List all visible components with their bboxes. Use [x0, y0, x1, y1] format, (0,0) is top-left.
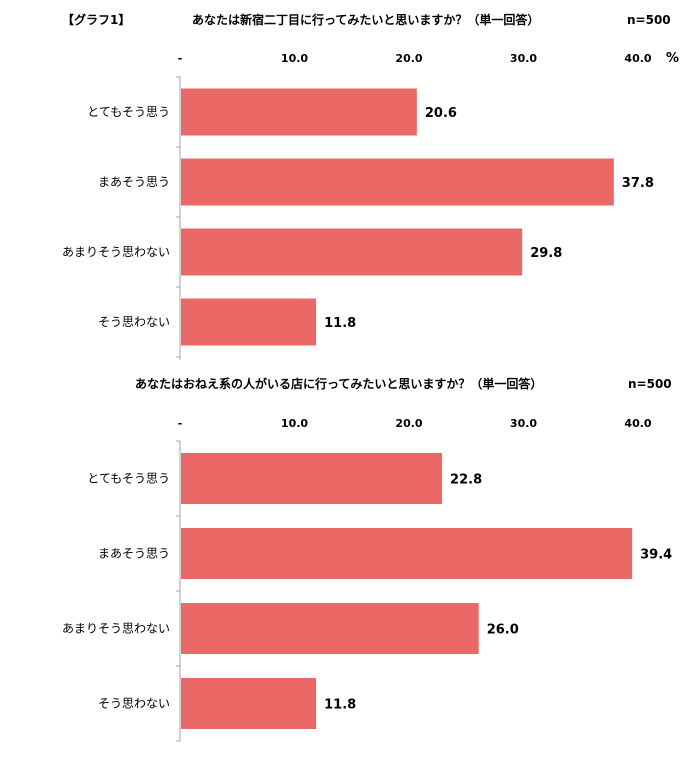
category-label: そう思わない [98, 697, 170, 711]
bar-chart-plot: - 10.0 20.0 30.0 40.0 とてもそう思う 22.8 まあそう思う 39.4 あま… [62, 417, 672, 742]
unit-label: % [666, 51, 680, 66]
chart-title: あなたは新宿二丁目に行ってみたいと思いますか？（単一回答） [192, 13, 540, 27]
category-label: そう思わない [98, 315, 170, 329]
bar [181, 298, 317, 346]
data-label: 11.8 [324, 698, 356, 713]
x-tick-label: 40.0 [624, 52, 651, 65]
bar [181, 528, 633, 579]
data-label: 26.0 [487, 623, 519, 638]
chart-1: 【グラフ1】 あなたは新宿二丁目に行ってみたいと思いますか？（単一回答） n=5… [62, 13, 680, 360]
bar [181, 228, 523, 276]
chart-title: あなたはおねえ系の人がいる店に行ってみたいと思いますか？（単一回答） [135, 377, 543, 391]
data-label: 11.8 [324, 316, 356, 331]
x-tick-label: 40.0 [624, 417, 651, 430]
x-tick-label: 10.0 [281, 417, 308, 430]
bar [181, 603, 479, 654]
category-label: まあそう思う [98, 547, 170, 561]
graph-label: 【グラフ1】 [62, 13, 131, 27]
category-label: とてもそう思う [87, 105, 170, 119]
chart-2: あなたはおねえ系の人がいる店に行ってみたいと思いますか？（単一回答） n=500… [0, 377, 700, 769]
x-tick-label: - [178, 52, 183, 65]
data-label: 22.8 [450, 473, 482, 488]
bar [181, 678, 317, 729]
x-tick-label: 20.0 [395, 52, 422, 65]
sample-size-label: n=500 [628, 377, 672, 391]
category-label: あまりそう思わない [62, 245, 170, 259]
x-tick-label: - [178, 417, 183, 430]
category-label: あまりそう思わない [62, 622, 170, 636]
bar [181, 158, 614, 206]
data-label: 39.4 [640, 548, 672, 563]
data-label: 37.8 [622, 176, 654, 191]
bar [181, 88, 417, 136]
x-tick-label: 30.0 [510, 52, 537, 65]
x-tick-label: 30.0 [510, 417, 537, 430]
data-label: 29.8 [530, 246, 562, 261]
category-label: とてもそう思う [87, 472, 170, 486]
sample-size-label: n=500 [627, 13, 671, 27]
category-label: まあそう思う [98, 175, 170, 189]
bar [181, 453, 443, 504]
bar-chart-plot: - 10.0 20.0 30.0 40.0 とてもそう思う 20.6 まあそう思う 37.8 あま… [62, 52, 654, 360]
data-label: 20.6 [425, 106, 457, 121]
x-tick-label: 20.0 [395, 417, 422, 430]
x-tick-label: 10.0 [281, 52, 308, 65]
